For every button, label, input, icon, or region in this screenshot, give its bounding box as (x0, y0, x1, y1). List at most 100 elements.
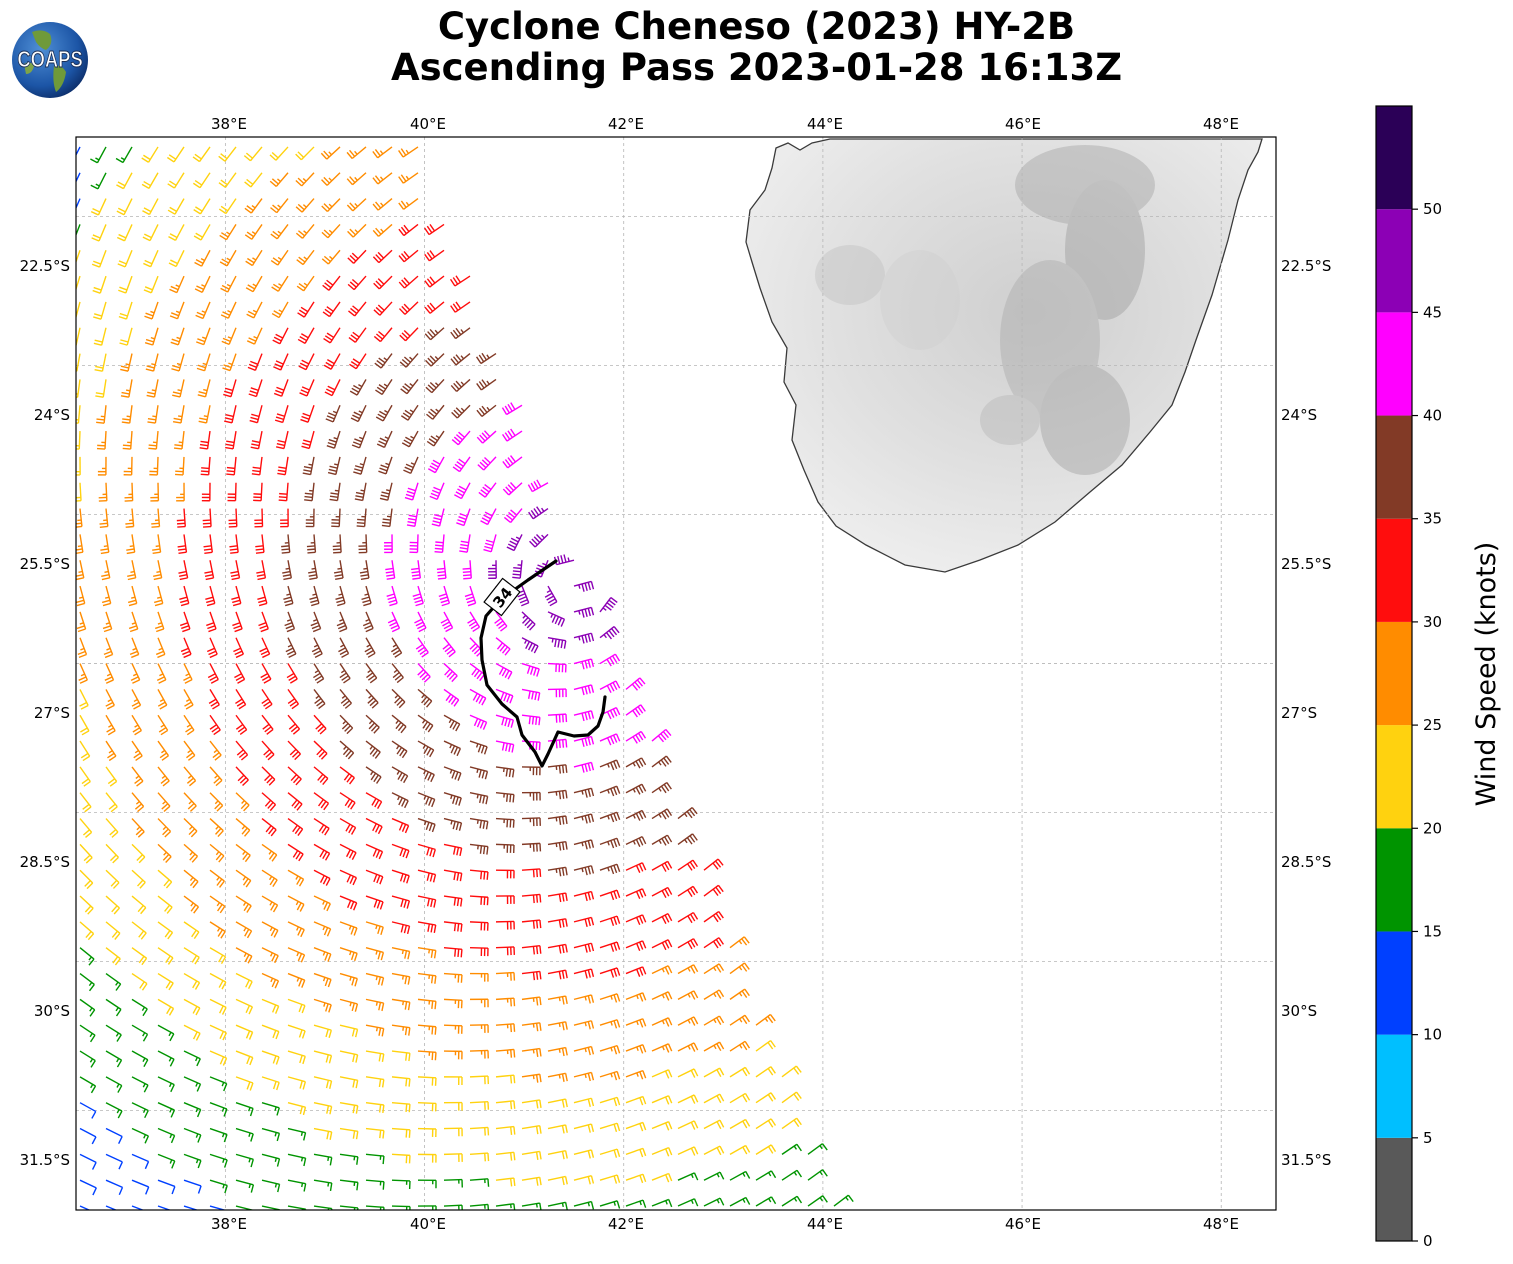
wind-barb (127, 585, 138, 607)
wind-barb (94, 353, 107, 372)
wind-barb (625, 1199, 647, 1208)
wind-barb (651, 1146, 673, 1157)
wind-barb (495, 1074, 516, 1084)
wind-barb (92, 275, 107, 294)
lat-left-25-5: 25.5°S (20, 555, 70, 573)
wind-barb (147, 405, 159, 424)
colorbar-label: Wind Speed (knots) (1471, 542, 1502, 807)
wind-barb (102, 611, 113, 633)
wind-barb (120, 379, 133, 398)
wind-barb (221, 327, 237, 346)
wind-barb (495, 843, 515, 854)
wind-barb (235, 1127, 254, 1142)
wind-barb (261, 921, 279, 938)
wind-speed-colorbar: 0 5 10 15 20 25 30 35 40 45 50 Wind Speed (knots) (1375, 105, 1502, 1250)
wind-barb (96, 405, 107, 424)
wind-barb (415, 637, 429, 658)
wind-barb (391, 998, 411, 1011)
wind-barb (521, 1150, 542, 1161)
wind-barb (547, 1072, 568, 1082)
wind-barb (79, 1153, 97, 1170)
wind-barb (207, 663, 219, 684)
wind-barb (209, 1102, 228, 1117)
colorbar-bin (1376, 518, 1412, 622)
wind-barb (339, 1024, 359, 1038)
wind-barb (116, 224, 133, 242)
colorbar-bin (1376, 621, 1412, 726)
wind-barb (599, 680, 621, 693)
wind-barb (91, 250, 107, 268)
wind-barb (339, 1076, 359, 1089)
wind-barb (599, 1096, 621, 1107)
wind-barb (131, 1205, 145, 1210)
wind-barb (302, 456, 315, 476)
wind-barb (677, 1120, 699, 1130)
wind-barb (417, 998, 437, 1010)
wind-barb (261, 714, 274, 735)
lat-left-31-5: 31.5°S (20, 1151, 70, 1169)
wind-barb (417, 1127, 437, 1138)
wind-barb (223, 379, 237, 398)
wind-barb (197, 379, 211, 398)
wind-barb (296, 275, 315, 292)
wind-barb (651, 1198, 673, 1208)
wind-barb (254, 508, 264, 528)
wind-barb (469, 947, 489, 957)
wind-barb (251, 456, 263, 476)
wind-barb (131, 1076, 149, 1093)
wind-barb (90, 146, 107, 164)
wind-barb (79, 921, 95, 941)
wind-barb (391, 1153, 411, 1164)
wind-barb (192, 146, 211, 163)
wind-barb (209, 998, 227, 1015)
wind-barb (502, 481, 523, 496)
wind-barb (244, 198, 263, 214)
lat-left-24: 24°S (34, 406, 70, 424)
wind-barb (105, 1153, 123, 1170)
colorbar-bin (1376, 106, 1412, 210)
wind-barb (76, 275, 81, 292)
wind-barb (105, 714, 116, 736)
wind-barb (261, 792, 277, 812)
wind-barb (167, 172, 185, 189)
wind-barb (379, 482, 393, 501)
wind-barb (309, 585, 320, 607)
wind-barb (261, 1076, 280, 1091)
wind-barb (245, 275, 263, 293)
wind-barb (443, 1204, 463, 1210)
wind-barb (339, 947, 358, 962)
wind-barb (152, 534, 162, 555)
wind-barb (231, 585, 242, 607)
colorbar-bin (1376, 209, 1412, 313)
wind-barb (495, 920, 515, 930)
wind-barb (527, 479, 549, 493)
wind-barb (443, 714, 461, 732)
wind-barb (488, 560, 497, 580)
wind-barb (417, 817, 436, 833)
wind-barb (180, 637, 192, 659)
wind-barb (365, 1076, 385, 1088)
wind-barb (354, 482, 367, 502)
wind-barb (521, 714, 541, 726)
wind-barb (424, 249, 445, 262)
wind-barb (295, 146, 315, 161)
wind-barb (755, 1170, 777, 1181)
wind-barb (79, 818, 93, 839)
wind-barb (157, 818, 172, 838)
wind-barb (495, 817, 515, 828)
wind-barb (287, 1153, 307, 1167)
wind-barb (115, 146, 133, 164)
wind-barb (183, 792, 197, 812)
wind-barb (427, 456, 445, 474)
wind-barb (434, 534, 445, 554)
wind-barb (339, 843, 357, 861)
wind-barb (287, 740, 301, 761)
wind-barb (287, 766, 302, 786)
wind-barb (365, 1127, 385, 1139)
wind-barb (443, 1050, 463, 1060)
wind-barb (157, 740, 170, 761)
wind-barb (78, 663, 88, 684)
wind-barb (220, 275, 237, 293)
wind-barb (573, 710, 595, 722)
wind-barb (358, 534, 368, 554)
